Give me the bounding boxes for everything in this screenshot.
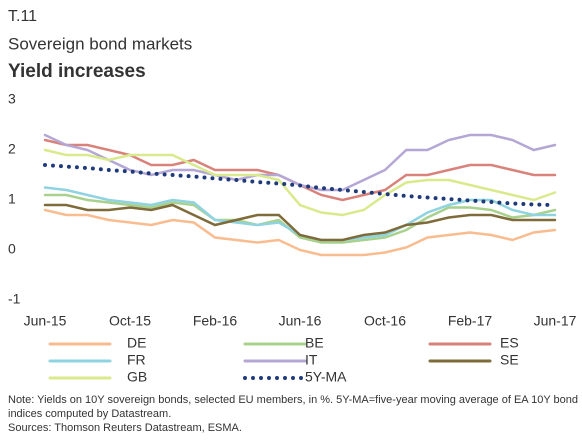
legend-label: GB <box>127 369 147 385</box>
legend-label: ES <box>500 335 519 351</box>
x-tick-label: Jun-17 <box>534 313 577 329</box>
note: Note: Yields on 10Y sovereign bonds, sel… <box>8 394 578 420</box>
y-tick-label: 2 <box>8 141 16 157</box>
chart-title: Yield increases <box>8 61 146 82</box>
x-tick-label: Feb-17 <box>448 313 493 329</box>
legend-label: FR <box>127 352 146 368</box>
y-tick-label: 1 <box>8 191 16 207</box>
series-line <box>43 133 557 192</box>
legend-label: BE <box>305 335 324 351</box>
x-tick-label: Oct-16 <box>364 313 406 329</box>
legend-label: 5Y-MA <box>305 369 347 385</box>
series-line <box>43 203 557 242</box>
x-tick-label: Jun-15 <box>24 313 67 329</box>
series-line <box>43 208 557 257</box>
y-tick-label: -1 <box>8 291 21 307</box>
chart-label: T.11 <box>8 8 37 25</box>
sources: Sources: Thomson Reuters Datastream, ESM… <box>8 422 242 434</box>
x-tick-label: Feb-16 <box>193 313 238 329</box>
chart-subtitle: Sovereign bond markets <box>8 34 192 53</box>
chart: T.11 Sovereign bond markets Yield increa… <box>8 8 577 385</box>
x-tick-label: Oct-15 <box>109 313 151 329</box>
legend-label: IT <box>305 352 318 368</box>
x-tick-label: Jun-16 <box>279 313 322 329</box>
legend-label: SE <box>500 352 519 368</box>
series-line <box>43 193 557 244</box>
y-tick-label: 3 <box>8 91 16 107</box>
y-tick-label: 0 <box>8 241 16 257</box>
legend-label: DE <box>127 335 146 351</box>
series-line <box>43 148 557 217</box>
series-line <box>43 138 557 202</box>
series-line <box>43 163 557 207</box>
